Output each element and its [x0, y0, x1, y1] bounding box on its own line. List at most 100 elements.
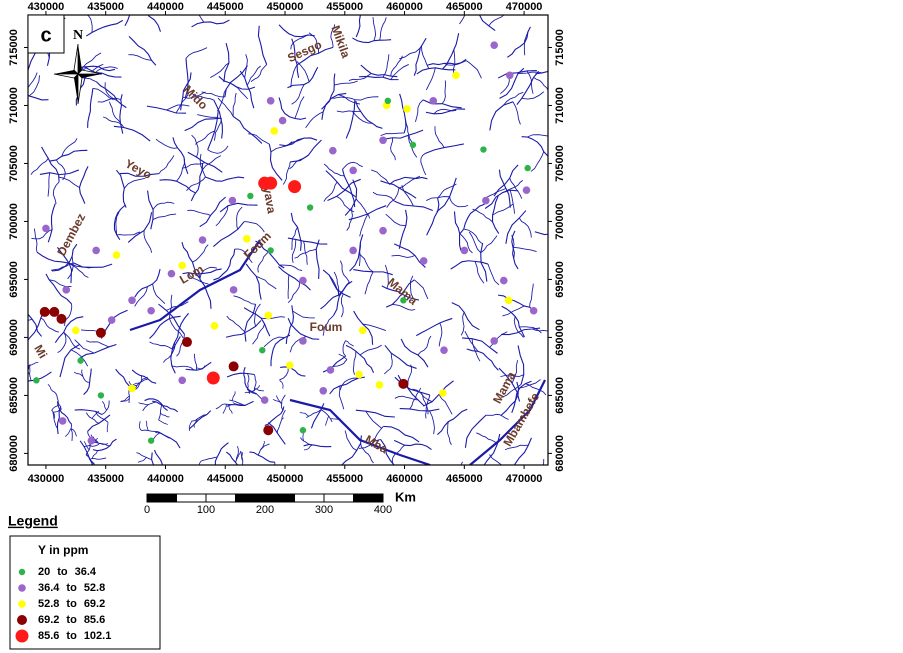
sample-point [522, 186, 531, 194]
river [97, 97, 121, 103]
river [53, 391, 62, 407]
river [127, 212, 153, 243]
y-tick-label: 695000 [8, 261, 20, 298]
river [71, 468, 79, 474]
y-tick-label: 690000 [8, 319, 20, 356]
river [323, 163, 345, 177]
x-tick-label: 465000 [446, 1, 483, 13]
sample-point [529, 306, 538, 315]
sample-point [419, 257, 428, 265]
sample-point [505, 71, 514, 80]
river [86, 15, 93, 33]
river [472, 208, 493, 223]
river [134, 378, 149, 389]
river [215, 403, 232, 410]
river [417, 335, 432, 356]
river [116, 231, 141, 236]
y-tick-label: 715000 [554, 29, 566, 66]
river [235, 446, 239, 463]
river [518, 379, 541, 389]
legend-min: 52.8 [38, 598, 59, 610]
legend-max: 85.6 [84, 614, 105, 626]
y-tick-label: 710000 [554, 87, 566, 124]
river [342, 340, 347, 357]
sample-point [299, 427, 307, 434]
river [191, 134, 199, 158]
river [191, 19, 230, 28]
river [144, 398, 168, 411]
river [525, 383, 547, 396]
river [480, 235, 498, 254]
river [359, 213, 369, 237]
river [501, 384, 522, 398]
sample-point [128, 296, 136, 305]
scale-segment [264, 493, 295, 503]
river [188, 421, 193, 431]
river [51, 243, 78, 272]
sample-point [266, 97, 275, 105]
river [507, 26, 531, 58]
legend-separator: to [66, 582, 77, 594]
sample-point [242, 235, 251, 243]
river [371, 426, 384, 448]
river [187, 209, 211, 216]
river [199, 266, 218, 280]
river [453, 211, 462, 251]
sample-point [460, 246, 469, 255]
river [450, 260, 489, 270]
river [437, 408, 468, 436]
river [320, 409, 333, 423]
river [181, 242, 200, 279]
main-river [469, 379, 546, 465]
river [446, 421, 452, 445]
river [394, 395, 419, 401]
river [28, 75, 40, 97]
river [85, 340, 109, 348]
river [501, 327, 541, 336]
river [333, 280, 353, 316]
river [73, 371, 84, 377]
scale-label: 200 [256, 504, 274, 516]
river [182, 268, 222, 275]
river [291, 227, 298, 250]
sample-point [480, 146, 487, 153]
river [364, 271, 374, 295]
river [414, 279, 429, 300]
scale-label: 0 [144, 504, 150, 516]
river [29, 364, 32, 381]
x-tick-label: 470000 [506, 473, 543, 485]
river [292, 310, 315, 319]
river [285, 305, 294, 344]
river [210, 62, 230, 78]
river [566, 235, 574, 257]
river [152, 201, 175, 210]
river [263, 336, 285, 348]
river [523, 31, 529, 56]
river [83, 441, 90, 451]
river [425, 67, 436, 91]
river [48, 491, 58, 492]
river [355, 198, 371, 219]
river [248, 389, 263, 400]
river [47, 172, 51, 197]
river [521, 91, 545, 100]
sample-point [490, 41, 499, 49]
y-tick-label: 690000 [554, 319, 566, 356]
river [338, 385, 345, 410]
river [257, 443, 270, 456]
river [176, 159, 186, 182]
river [233, 295, 256, 305]
river [365, 410, 383, 429]
main-river [129, 239, 261, 332]
river [384, 353, 393, 375]
sample-point [409, 141, 417, 149]
scale-unit: Km [395, 489, 416, 504]
river [287, 274, 290, 299]
river [229, 82, 249, 100]
sample-point [306, 204, 314, 211]
river [141, 429, 159, 433]
river [389, 176, 428, 185]
river [358, 252, 374, 273]
river [92, 438, 117, 452]
river [399, 93, 407, 134]
